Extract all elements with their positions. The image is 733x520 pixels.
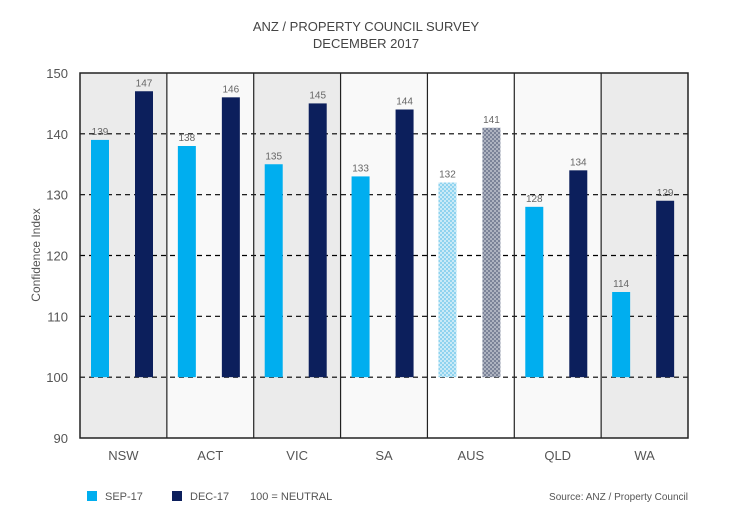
data-label: 147	[136, 78, 153, 89]
x-tick-label: ACT	[197, 448, 223, 463]
legend-label-sep: SEP-17	[105, 491, 143, 503]
data-label: 146	[223, 84, 240, 95]
x-tick-label: QLD	[544, 448, 571, 463]
data-label: 128	[526, 194, 543, 205]
x-tick-label: SA	[375, 448, 393, 463]
bar-sep-17-act	[177, 146, 196, 378]
data-label: 141	[483, 115, 500, 126]
y-tick-label: 100	[46, 370, 68, 385]
x-tick-label: WA	[634, 448, 655, 463]
data-label: 134	[570, 157, 587, 168]
legend: SEP-17 DEC-17 100 = NEUTRAL	[87, 491, 332, 503]
bar-sep-17-aus	[438, 182, 457, 378]
source-note: Source: ANZ / Property Council	[549, 492, 688, 503]
legend-label-dec: DEC-17	[190, 491, 229, 503]
legend-swatch-dec	[172, 491, 182, 501]
chart-title: ANZ / PROPERTY COUNCIL SURVEY	[253, 19, 480, 34]
data-label: 129	[657, 188, 674, 199]
legend-swatch-sep	[87, 491, 97, 501]
y-axis-label: Confidence Index	[29, 208, 43, 301]
bar-dec-17-aus	[482, 127, 501, 378]
bar-sep-17-qld	[525, 206, 544, 378]
x-tick-label: VIC	[286, 448, 308, 463]
bar-dec-17-sa	[395, 109, 414, 378]
data-label: 144	[396, 97, 413, 108]
data-label: 135	[265, 151, 282, 162]
bar-dec-17-vic	[308, 103, 327, 378]
data-label: 132	[439, 170, 456, 181]
bar-dec-17-qld	[569, 170, 588, 378]
bar-dec-17-wa	[656, 200, 675, 378]
y-tick-label: 120	[46, 249, 68, 264]
bar-dec-17-act	[221, 97, 240, 378]
x-tick-label: NSW	[108, 448, 139, 463]
chart-subtitle: DECEMBER 2017	[313, 36, 419, 51]
data-label: 114	[613, 279, 629, 290]
bar-sep-17-nsw	[91, 139, 109, 378]
x-tick-label: AUS	[457, 448, 484, 463]
y-tick-label: 150	[46, 66, 68, 81]
y-tick-label: 130	[46, 188, 68, 203]
y-tick-label: 140	[46, 127, 68, 142]
data-label: 145	[309, 90, 326, 101]
plot-frame	[79, 72, 689, 439]
data-label: 139	[92, 127, 109, 138]
bar-dec-17-nsw	[135, 91, 153, 378]
legend-note: 100 = NEUTRAL	[250, 491, 332, 503]
y-tick-label: 110	[47, 309, 68, 324]
bar-sep-17-wa	[612, 292, 631, 378]
data-label: 133	[352, 163, 369, 174]
y-tick-label: 90	[54, 431, 68, 446]
bar-sep-17-sa	[351, 176, 370, 378]
data-label: 138	[179, 133, 196, 144]
bar-sep-17-vic	[264, 164, 283, 378]
